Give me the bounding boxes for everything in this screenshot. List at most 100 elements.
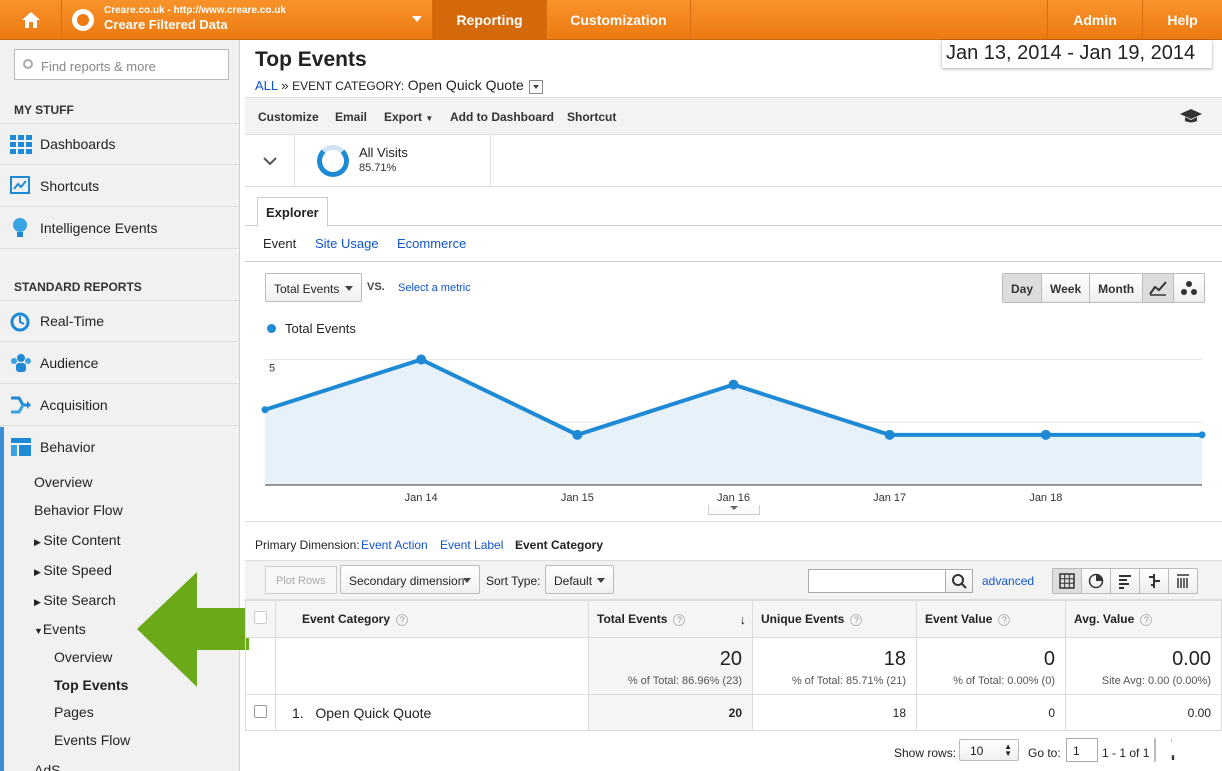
motion-chart-button[interactable]	[1174, 274, 1204, 302]
plot-rows-button[interactable]: Plot Rows	[265, 566, 337, 594]
table-search-button[interactable]	[945, 569, 973, 593]
help-icon[interactable]: ?	[850, 614, 863, 626]
secondary-dimension-select[interactable]: Secondary dimension	[340, 565, 480, 594]
header-select-cell	[245, 600, 276, 638]
view-table-button[interactable]	[1053, 569, 1082, 593]
view-pivot-button[interactable]	[1169, 569, 1197, 593]
sidebar-item-dashboards[interactable]: Dashboards	[0, 123, 238, 165]
help-icon[interactable]: ?	[673, 614, 686, 626]
sidebar-events[interactable]: ▼Events	[34, 621, 86, 637]
help-icon[interactable]: ?	[998, 614, 1011, 626]
breadcrumb-dropdown[interactable]	[529, 79, 544, 94]
data-point-jan-18[interactable]	[1040, 429, 1051, 440]
sidebar-behavior-flow[interactable]: Behavior Flow	[34, 502, 123, 518]
tab-explorer[interactable]: Explorer	[257, 197, 328, 227]
data-point-jan-17[interactable]	[884, 429, 895, 440]
bars-horizontal-icon	[1119, 575, 1131, 589]
breadcrumb-separator: »	[281, 78, 289, 93]
customize-button[interactable]: Customize	[258, 110, 319, 124]
totals-value: 20	[719, 648, 742, 670]
line-chart-button[interactable]	[1143, 274, 1174, 302]
row-checkbox[interactable]	[254, 704, 267, 718]
row-total-events: 20	[588, 694, 753, 731]
metric-select[interactable]: Total Events	[265, 273, 362, 302]
totals-sub: % of Total: 85.71% (21)	[791, 675, 906, 687]
sidebar-item-shortcuts[interactable]: Shortcuts	[0, 165, 238, 207]
email-button[interactable]: Email	[335, 110, 368, 124]
goto-input[interactable]: 1	[1066, 738, 1098, 762]
help-icon[interactable]: ?	[396, 614, 409, 626]
header-total-events[interactable]: Total Events? ↓	[588, 600, 753, 638]
advanced-link[interactable]: advanced	[982, 574, 1035, 588]
home-button[interactable]	[0, 0, 62, 40]
show-rows-select[interactable]: 10 ▲ ▼	[959, 739, 1019, 761]
sidebar-events-pages[interactable]: Pages	[54, 704, 94, 720]
sidebar-item-acquisition[interactable]: Acquisition	[0, 384, 238, 426]
dimension-event-action[interactable]: Event Action	[361, 538, 428, 552]
sidebar-behavior-overview[interactable]: Overview	[34, 474, 93, 490]
dimension-event-label[interactable]: Event Label	[440, 538, 504, 552]
sidebar-item-audience[interactable]: Audience	[0, 342, 238, 384]
breadcrumb-all[interactable]: ALL	[255, 78, 278, 93]
header-unique-events[interactable]: Unique Events?	[752, 600, 917, 638]
range-week-button[interactable]: Week	[1042, 274, 1091, 302]
prev-page-button[interactable]: ‹	[1155, 739, 1175, 764]
table-icon	[1059, 573, 1075, 589]
sidebar-item-behavior[interactable]: Behavior	[0, 426, 238, 468]
data-point-jan-19[interactable]	[1198, 431, 1206, 439]
add-to-dashboard-button[interactable]: Add to Dashboard	[450, 110, 554, 124]
view-pie-button[interactable]	[1082, 569, 1111, 593]
nav-admin[interactable]: Admin	[1047, 0, 1143, 40]
sidebar-site-search[interactable]: ▶ Site Search	[34, 592, 116, 608]
sort-type-select[interactable]: Default	[545, 565, 614, 594]
sidebar-item-real-time[interactable]: Real-Time	[0, 300, 238, 342]
row-category-link[interactable]: Open Quick Quote	[315, 704, 432, 721]
sidebar-site-content[interactable]: ▶ Site Content	[34, 532, 120, 548]
range-day-button[interactable]: Day	[1003, 274, 1043, 302]
select-all-checkbox[interactable]	[254, 611, 267, 624]
triangle-right-icon: ▶	[34, 567, 44, 577]
chart-resize-handle[interactable]	[708, 505, 760, 515]
segment-all-visits[interactable]: All Visits 85.71%	[295, 135, 491, 187]
subtab-ecommerce[interactable]: Ecommerce	[397, 236, 467, 251]
sidebar-site-speed[interactable]: ▶ Site Speed	[34, 562, 112, 578]
help-icon[interactable]: ?	[1140, 614, 1153, 626]
subtab-site-usage[interactable]: Site Usage	[315, 236, 379, 251]
legend-dot	[267, 324, 276, 333]
sidebar-more[interactable]: AdS...	[34, 762, 73, 771]
sidebar-item-intelligence-events[interactable]: Intelligence Events	[0, 207, 238, 249]
data-point-jan-15[interactable]	[572, 429, 583, 440]
nav-reporting[interactable]: Reporting	[433, 0, 547, 40]
segment-donut-icon	[317, 145, 349, 177]
sidebar-events-flow[interactable]: Events Flow	[54, 732, 131, 748]
header-event-category[interactable]: Event Category?	[275, 600, 589, 638]
explorer-subtabs: Event Site Usage Ecommerce	[245, 226, 1222, 262]
data-point-jan-16[interactable]	[728, 379, 739, 390]
chevron-down-icon: ▼	[515, 538, 523, 547]
nav-customization[interactable]: Customization	[547, 0, 691, 40]
account-selector[interactable]: Creare.co.uk - http://www.creare.co.uk C…	[62, 0, 433, 40]
segment-expand-button[interactable]	[245, 135, 295, 187]
next-page-button[interactable]: ›	[1155, 739, 1175, 764]
table-search-input[interactable]	[808, 569, 946, 593]
view-comparison-button[interactable]	[1140, 569, 1169, 593]
x-tick-label: Jan 18	[1029, 492, 1062, 504]
header-avg-value[interactable]: Avg. Value?	[1065, 600, 1222, 638]
shortcut-button[interactable]: Shortcut	[567, 110, 617, 124]
view-performance-button[interactable]	[1111, 569, 1140, 593]
data-point-jan-14[interactable]	[416, 354, 427, 365]
goto-label: Go to:	[1028, 746, 1061, 760]
data-point-jan-13[interactable]	[261, 406, 269, 414]
sidebar-search-input[interactable]: Find reports & more	[14, 49, 229, 80]
sidebar-events-overview[interactable]: Overview	[54, 649, 113, 665]
select-metric-link[interactable]: Select a metric	[398, 282, 471, 294]
range-month-button[interactable]: Month	[1098, 282, 1135, 296]
sidebar-events-top-events[interactable]: Top Events	[54, 677, 129, 693]
date-range-picker[interactable]: Jan 13, 2014 - Jan 19, 2014	[942, 40, 1212, 68]
graduation-cap-icon[interactable]	[1180, 109, 1202, 123]
nav-help[interactable]: Help	[1167, 12, 1198, 28]
export-button[interactable]: Export ▼	[384, 110, 433, 124]
header-event-value[interactable]: Event Value?	[916, 600, 1066, 638]
subtab-event[interactable]: Event	[263, 236, 297, 251]
